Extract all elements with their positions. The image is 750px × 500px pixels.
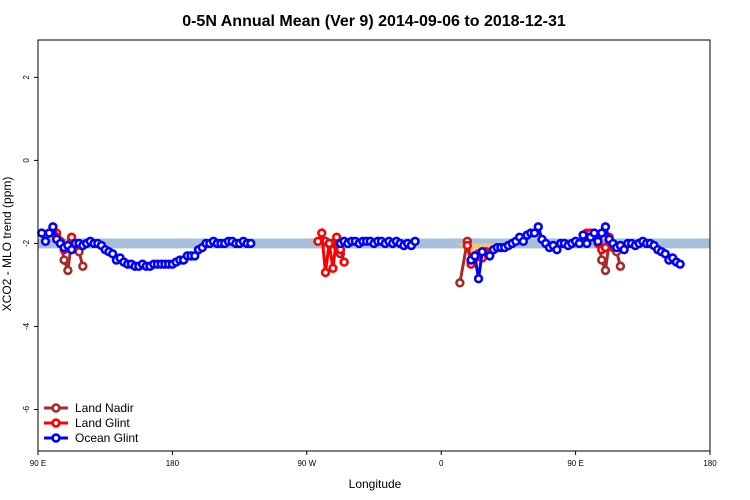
data-point xyxy=(246,238,256,249)
data-point xyxy=(477,247,487,257)
y-tick-label: 0 xyxy=(22,158,31,163)
data-point xyxy=(320,267,331,278)
x-tick-label: 180 xyxy=(703,459,717,468)
data-point xyxy=(675,259,685,269)
x-tick-label: 90 W xyxy=(297,459,316,468)
legend-item: Land Glint xyxy=(44,416,130,430)
data-point xyxy=(40,236,51,247)
x-tick-label: 180 xyxy=(166,459,180,468)
x-tick-label: 0 xyxy=(439,459,444,468)
data-point xyxy=(324,238,334,249)
data-point xyxy=(63,265,73,276)
y-tick-label: -4 xyxy=(22,322,31,330)
x-tick-label: 90 E xyxy=(567,459,583,468)
data-point xyxy=(328,263,338,274)
data-point xyxy=(78,261,88,271)
data-point xyxy=(59,255,69,265)
data-point xyxy=(615,261,626,271)
x-ticks: 90 E 180 90 W 0 90 E 180 xyxy=(30,451,717,468)
data-point xyxy=(339,257,349,267)
legend-marker xyxy=(51,418,61,428)
data-point xyxy=(462,240,473,251)
data-point xyxy=(410,236,420,247)
data-point xyxy=(593,236,603,247)
data-point xyxy=(455,278,465,288)
legend-label: Ocean Glint xyxy=(75,431,139,445)
data-point xyxy=(574,238,585,249)
legend-item: Ocean Glint xyxy=(44,431,139,445)
legend-item: Land Nadir xyxy=(44,401,134,415)
data-point xyxy=(533,222,543,232)
data-point xyxy=(600,222,611,232)
legend-label: Land Nadir xyxy=(75,401,134,415)
data-point xyxy=(600,242,611,253)
legend-marker xyxy=(51,403,61,413)
legend-label: Land Glint xyxy=(75,416,130,430)
data-point xyxy=(597,255,607,265)
data-point xyxy=(578,230,588,240)
x-tick-label: 90 E xyxy=(30,459,46,468)
legend-marker xyxy=(51,433,61,443)
series-layer xyxy=(37,222,685,288)
y-tick-label: -6 xyxy=(22,405,31,413)
data-point xyxy=(48,222,58,232)
chart-title: 0-5N Annual Mean (Ver 9) 2014-09-06 to 2… xyxy=(182,13,566,30)
data-point xyxy=(589,228,599,238)
plot-frame xyxy=(37,39,711,452)
y-tick-label: -2 xyxy=(22,239,31,247)
data-point xyxy=(313,236,323,247)
data-point xyxy=(600,265,611,276)
data-point xyxy=(470,251,480,261)
x-axis-label: Longitude xyxy=(349,477,402,491)
data-point xyxy=(317,228,327,238)
y-tick-label: 2 xyxy=(22,75,31,80)
y-ticks: 2 0 -2 -4 -6 xyxy=(22,75,38,413)
y-axis-label: XCO2 - MLO trend (ppm) xyxy=(0,177,14,312)
series-ocean-glint xyxy=(37,222,685,284)
data-point xyxy=(37,228,47,238)
data-point xyxy=(473,274,484,284)
